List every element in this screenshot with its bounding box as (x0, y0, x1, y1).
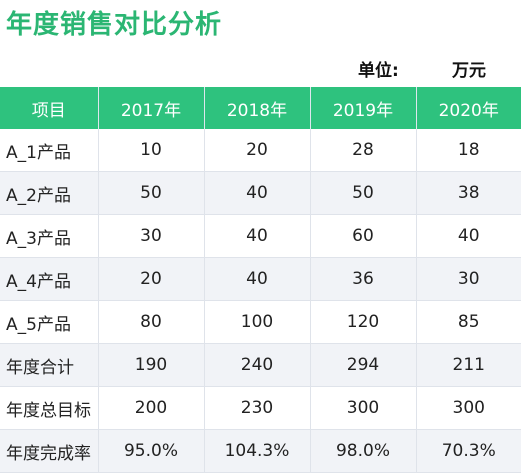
table-cell: 40 (204, 171, 311, 215)
table-cell: 85 (416, 300, 521, 344)
table-cell: 300 (310, 386, 417, 430)
table-cell: 28 (310, 129, 417, 172)
table-row: A_5产品 80 100 120 85 (0, 300, 521, 344)
table-cell: 40 (204, 257, 311, 301)
table-cell: 100 (204, 300, 311, 344)
table-cell: 230 (204, 386, 311, 430)
row-label: A_4产品 (0, 257, 99, 301)
table-row: A_3产品 30 40 60 40 (0, 214, 521, 258)
table-cell: 104.3% (204, 429, 311, 473)
table-cell: 30 (416, 257, 521, 301)
table-cell: 240 (204, 343, 311, 387)
row-label: A_1产品 (0, 129, 99, 172)
row-label: A_5产品 (0, 300, 99, 344)
table-cell: 80 (98, 300, 205, 344)
table-row: A_4产品 20 40 36 30 (0, 257, 521, 301)
column-header-2017: 2017年 (98, 87, 205, 129)
table-cell: 36 (310, 257, 417, 301)
sales-table: 项目 2017年 2018年 2019年 2020年 A_1产品 10 20 2… (0, 87, 521, 473)
row-label: A_2产品 (0, 171, 99, 215)
page-title: 年度销售对比分析 (6, 10, 223, 40)
table-row-completion-rate: 年度完成率 95.0% 104.3% 98.0% 70.3% (0, 429, 521, 473)
column-header-2018: 2018年 (204, 87, 311, 129)
table-row: A_1产品 10 20 28 18 (0, 129, 521, 172)
table-cell: 30 (98, 214, 205, 258)
header-row: 项目 2017年 2018年 2019年 2020年 (0, 87, 521, 129)
column-header-item: 项目 (0, 87, 99, 129)
column-header-2020: 2020年 (416, 87, 521, 129)
table-cell: 20 (98, 257, 205, 301)
row-label: 年度总目标 (0, 386, 99, 430)
table-cell: 50 (98, 171, 205, 215)
table-cell: 211 (416, 343, 521, 387)
table-cell: 60 (310, 214, 417, 258)
table-cell: 190 (98, 343, 205, 387)
table-cell: 95.0% (98, 429, 205, 473)
table-cell: 18 (416, 129, 521, 172)
table-cell: 200 (98, 386, 205, 430)
table-cell: 70.3% (416, 429, 521, 473)
table-cell: 294 (310, 343, 417, 387)
table-cell: 300 (416, 386, 521, 430)
row-label: 年度完成率 (0, 429, 99, 473)
table-row: A_2产品 50 40 50 38 (0, 171, 521, 215)
unit-value: 万元 (452, 61, 486, 81)
table-cell: 98.0% (310, 429, 417, 473)
column-header-2019: 2019年 (310, 87, 417, 129)
table-cell: 40 (204, 214, 311, 258)
row-label: A_3产品 (0, 214, 99, 258)
table-cell: 38 (416, 171, 521, 215)
table-cell: 120 (310, 300, 417, 344)
row-label: 年度合计 (0, 343, 99, 387)
table-row-total: 年度合计 190 240 294 211 (0, 343, 521, 387)
table-cell: 40 (416, 214, 521, 258)
table-cell: 10 (98, 129, 205, 172)
table-row-target: 年度总目标 200 230 300 300 (0, 386, 521, 430)
table-cell: 20 (204, 129, 311, 172)
unit-label: 单位: (358, 61, 399, 81)
table-cell: 50 (310, 171, 417, 215)
